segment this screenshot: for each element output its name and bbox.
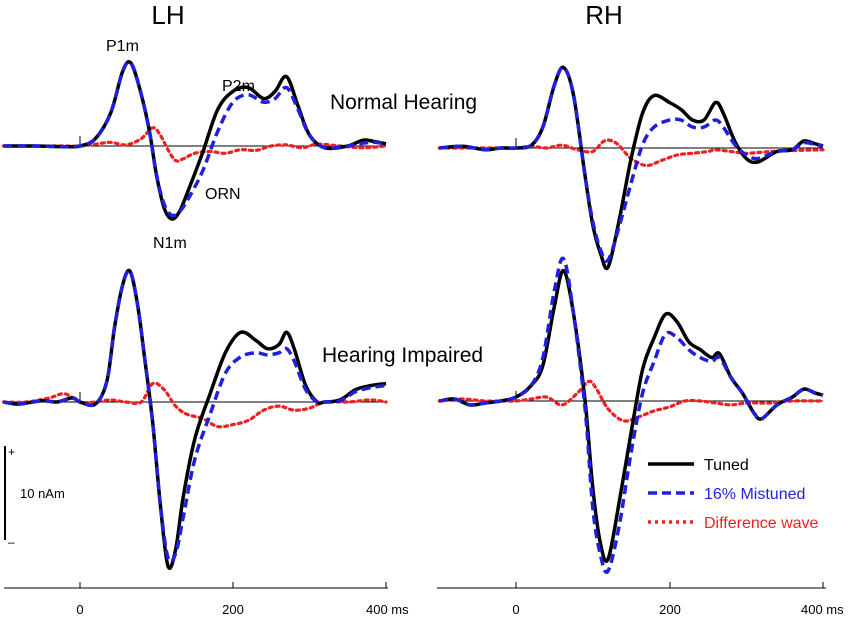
x-tick-label-left-400: 400 ms <box>366 602 409 617</box>
peak-label-p1m: P1m <box>106 38 139 55</box>
condition-normal-hearing-label: Normal Hearing <box>330 91 477 114</box>
series-tuned-lh-hearing-impaired <box>3 268 387 570</box>
legend-label-mistuned: 16% Mistuned <box>704 486 805 503</box>
series-tuned-rh-normal-hearing <box>439 65 824 271</box>
legend: Tuned 16% Mistuned Difference wave <box>648 457 819 532</box>
x-tick-label-right-200: 200 <box>659 602 681 617</box>
x-tick-label-left-0: 0 <box>76 602 83 617</box>
series-difference-wave-lh-hearing-impaired <box>1 381 388 429</box>
series-16-mistuned-lh-normal-hearing <box>3 60 387 218</box>
x-axis-left: 0 200 400 ms <box>4 582 409 617</box>
series-tuned-lh-normal-hearing <box>3 60 387 221</box>
series-16-mistuned-rh-hearing-impaired <box>439 256 824 574</box>
series-16-mistuned-lh-hearing-impaired <box>3 268 387 564</box>
waveform-curves <box>1 60 825 574</box>
scale-bar: + – 10 nAm <box>4 445 65 549</box>
condition-hearing-impaired-label: Hearing Impaired <box>322 344 483 367</box>
hemisphere-right-title: RH <box>585 0 623 30</box>
peak-label-p2m: P2m <box>222 78 255 95</box>
x-tick-label-right-400: 400 ms <box>801 602 844 617</box>
x-tick-label-right-0: 0 <box>512 602 519 617</box>
legend-label-difference: Difference wave <box>704 515 819 532</box>
series-difference-wave-lh-normal-hearing <box>1 126 388 163</box>
series-16-mistuned-rh-normal-hearing <box>439 65 824 263</box>
x-tick-label-left-200: 200 <box>222 602 244 617</box>
peak-label-orn: ORN <box>205 186 241 203</box>
series-difference-wave-rh-hearing-impaired <box>437 379 825 423</box>
scale-bar-plus: + <box>8 445 15 459</box>
scale-bar-label: 10 nAm <box>20 486 65 501</box>
scale-bar-minus: – <box>8 535 15 549</box>
hemisphere-left-title: LH <box>151 0 184 30</box>
peak-label-n1m: N1m <box>153 235 187 252</box>
legend-label-tuned: Tuned <box>704 457 749 474</box>
x-axis-right: 0 200 400 ms <box>437 582 844 617</box>
